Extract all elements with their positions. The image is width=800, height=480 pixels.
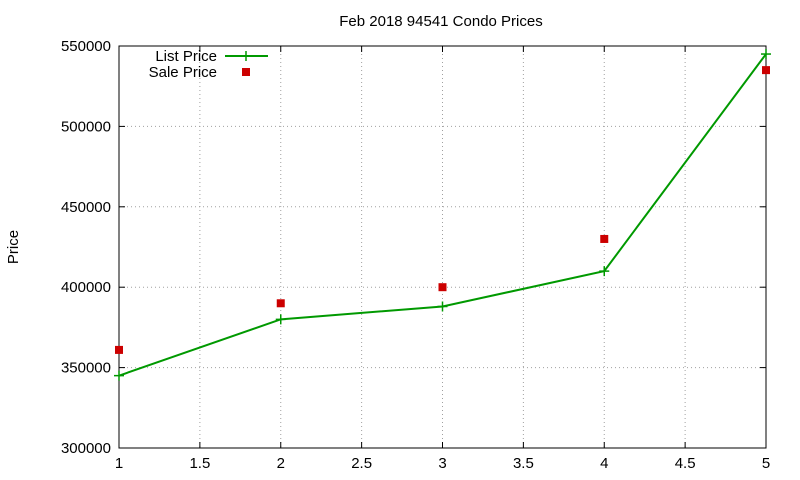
x-tick-label: 5	[762, 455, 770, 472]
series-layer	[114, 49, 771, 381]
y-tick-label: 450000	[61, 199, 111, 216]
axes	[118, 45, 767, 449]
legend-marker	[241, 51, 251, 61]
y-tick-label: 300000	[61, 440, 111, 457]
y-tick-label: 550000	[61, 38, 111, 55]
legend-marker	[242, 68, 250, 76]
y-tick-label: 500000	[61, 118, 111, 135]
sale-price-point	[115, 345, 123, 354]
x-tick-label: 4	[600, 455, 608, 472]
chart-title: Feb 2018 94541 Condo Prices	[339, 13, 542, 30]
list-price-point	[114, 370, 124, 381]
y-tick-label: 350000	[61, 360, 111, 377]
x-tick-label: 3	[438, 455, 446, 472]
y-tick-label: 400000	[61, 279, 111, 296]
x-tick-label: 2	[277, 455, 285, 472]
list-price-point	[599, 266, 610, 277]
legend-entry-1: Sale Price	[149, 64, 250, 81]
series-1	[115, 66, 770, 354]
y-axis-label: Price	[5, 230, 22, 264]
x-tick-label: 1	[115, 455, 123, 472]
series-0	[114, 49, 771, 381]
list-price-point	[275, 314, 286, 325]
sale-price-point	[276, 299, 285, 308]
legend-entry-0: List Price	[155, 48, 268, 65]
legend-label: List Price	[155, 48, 217, 65]
tick-labels: 1 1.5 2 2.5 3 3.5 4 4.5 5 300000 350000 400000 45000…	[61, 38, 770, 472]
x-tick-label: 1.5	[189, 455, 210, 472]
sale-price-point	[438, 283, 447, 292]
x-tick-label: 3.5	[513, 455, 534, 472]
x-tick-label: 4.5	[675, 455, 696, 472]
x-tick-label: 2.5	[351, 455, 372, 472]
list-price-point	[437, 301, 448, 312]
plot-border	[118, 45, 767, 449]
legend-label: Sale Price	[149, 64, 217, 81]
list-price-point	[761, 49, 771, 60]
sale-price-point	[762, 66, 770, 75]
sale-price-point	[600, 234, 609, 243]
grid	[119, 46, 766, 448]
